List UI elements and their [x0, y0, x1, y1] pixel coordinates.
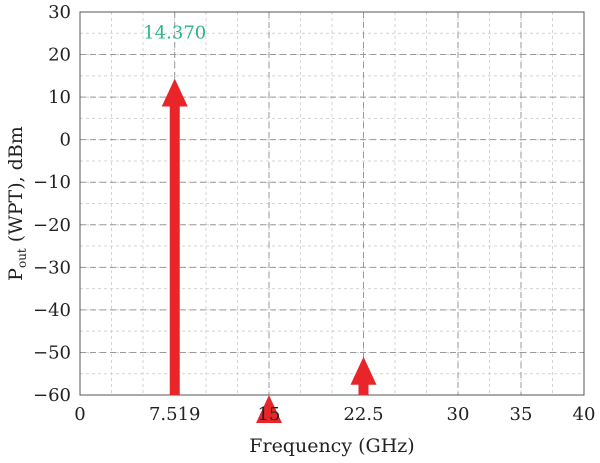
x-tick-label: 22.5	[343, 404, 383, 425]
plot-frame	[79, 11, 585, 396]
tick-labels: 0 7.519 15 22.5 30 35 40 30 20 10 0 −10 −20 −30 −40 −50…	[33, 2, 595, 425]
stems: 14.370	[143, 23, 377, 423]
y-axis-label-sub: out	[15, 248, 29, 268]
y-tick-label: 20	[48, 45, 71, 66]
y-tick-label: −10	[33, 172, 71, 193]
x-tick-label: 30	[447, 404, 470, 425]
y-tick-label: −30	[33, 257, 71, 278]
y-tick-label: −40	[33, 300, 71, 321]
x-tick-label: 15	[258, 404, 281, 425]
stem-arrow	[350, 356, 377, 385]
x-tick-label: 7.519	[149, 404, 201, 425]
y-tick-label: 0	[60, 130, 71, 151]
y-tick-label: −20	[33, 215, 71, 236]
x-tick-label: 40	[573, 404, 596, 425]
x-axis-label: Frequency (GHz)	[249, 435, 414, 457]
y-axis-label: Pout (WPT), dBm	[5, 126, 29, 281]
y-tick-label: 10	[48, 87, 71, 108]
y-tick-label: −50	[33, 342, 71, 363]
stem-line	[169, 104, 180, 395]
grid	[79, 11, 585, 396]
y-tick-label: 30	[48, 2, 71, 23]
stem-arrow	[161, 78, 188, 107]
x-tick-label: 35	[510, 404, 533, 425]
x-tick-label: 0	[74, 404, 85, 425]
y-tick-label: −60	[33, 385, 71, 406]
stem-line	[358, 382, 369, 395]
y-axis-label-rest: (WPT), dBm	[5, 126, 27, 248]
peak-value-label: 14.370	[143, 23, 206, 44]
stem-arrow	[256, 395, 282, 423]
y-axis-label-main: P	[5, 268, 27, 281]
